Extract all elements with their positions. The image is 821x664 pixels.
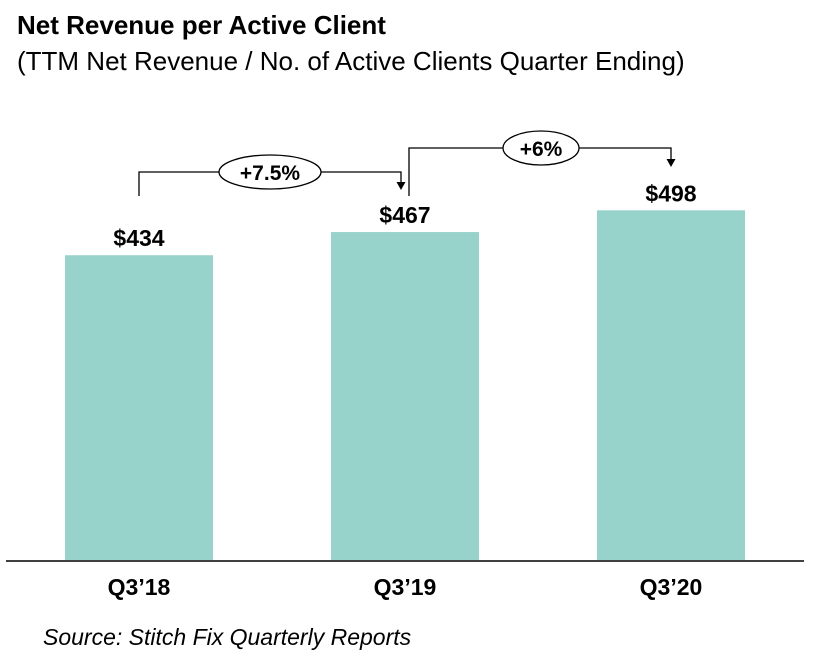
category-label-1: Q3’19 bbox=[374, 574, 437, 600]
growth-arrowhead-0 bbox=[396, 182, 406, 190]
chart-subtitle: (TTM Net Revenue / No. of Active Clients… bbox=[17, 46, 685, 76]
data-label-1: $467 bbox=[379, 202, 430, 228]
growth-oval-1 bbox=[502, 130, 580, 166]
data-label-0: $434 bbox=[113, 225, 164, 251]
category-label-0: Q3’18 bbox=[108, 574, 171, 600]
bar-1 bbox=[331, 232, 479, 560]
growth-oval-0 bbox=[218, 154, 322, 190]
growth-arrowhead-1 bbox=[666, 159, 676, 167]
category-label-2: Q3’20 bbox=[640, 574, 703, 600]
growth-label-1: +6% bbox=[520, 138, 563, 161]
chart-title: Net Revenue per Active Client bbox=[17, 10, 386, 40]
growth-label-0: +7.5% bbox=[240, 162, 300, 185]
bar-2 bbox=[597, 210, 745, 561]
source-note: Source: Stitch Fix Quarterly Reports bbox=[43, 624, 412, 650]
bar-chart: $434 Q3’18 $467 Q3’19 $498 Q3’20 +7.5% +6% bbox=[6, 130, 804, 600]
data-label-2: $498 bbox=[645, 180, 696, 206]
bar-0 bbox=[65, 255, 213, 560]
